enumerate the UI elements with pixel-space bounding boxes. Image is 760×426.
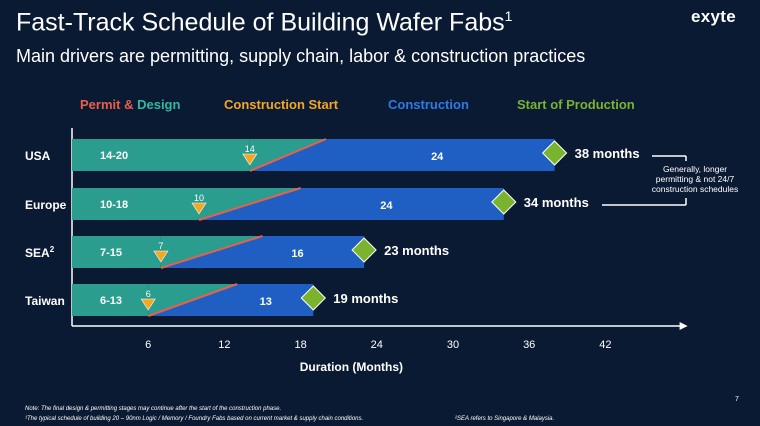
x-tick-label: 42 bbox=[599, 339, 611, 351]
category-label-sup: 2 bbox=[50, 245, 55, 254]
category-label: USA bbox=[25, 149, 51, 163]
construction-start-value: 10 bbox=[194, 193, 204, 203]
note-line: Note: The final design & permitting stag… bbox=[25, 406, 282, 412]
footnote-1: ¹The typical schedule of building 20 – 9… bbox=[25, 416, 364, 422]
x-axis-title: Duration (Months) bbox=[300, 360, 403, 374]
permit-range-label: 6-13 bbox=[100, 295, 122, 307]
page-number: 7 bbox=[735, 396, 739, 403]
category-label: Europe bbox=[25, 198, 67, 212]
annotation-text-line: construction schedules bbox=[652, 184, 738, 194]
category-label: Taiwan bbox=[25, 294, 65, 308]
legend-permit-word: Permit bbox=[80, 97, 121, 112]
legend-permit-design: Permit & Design bbox=[80, 97, 180, 112]
exyte-logo: exyte bbox=[691, 7, 736, 26]
construction-bar bbox=[249, 139, 555, 171]
construction-start-marker bbox=[191, 202, 207, 215]
design-permit-line bbox=[160, 235, 263, 269]
footnote-2: ²SEA refers to Singapore & Malaysia. bbox=[455, 416, 555, 422]
construction-bar bbox=[160, 236, 365, 268]
x-tick-label: 6 bbox=[145, 339, 151, 351]
annotation-text-line: permitting & not 24/7 bbox=[656, 174, 735, 184]
permit-range-label: 7-15 bbox=[100, 247, 122, 259]
permit-design-bar bbox=[72, 188, 199, 220]
permit-design-bar bbox=[72, 139, 250, 171]
legend-design-word: Design bbox=[137, 97, 180, 112]
legend-construction-start: Construction Start bbox=[224, 97, 339, 112]
design-permit-line bbox=[147, 283, 238, 317]
total-duration-label: 23 months bbox=[384, 243, 449, 258]
legend-amp: & bbox=[120, 97, 137, 112]
production-start-marker bbox=[351, 237, 377, 263]
annotation-text-line: Generally, longer bbox=[663, 164, 727, 174]
production-start-marker bbox=[541, 140, 568, 166]
construction-duration-label: 24 bbox=[431, 151, 444, 163]
construction-duration-label: 24 bbox=[380, 200, 393, 212]
x-tick-label: 36 bbox=[523, 339, 535, 351]
production-start-marker bbox=[491, 189, 517, 215]
design-permit-line bbox=[198, 187, 301, 221]
construction-start-marker bbox=[140, 298, 156, 311]
x-tick-label: 12 bbox=[218, 339, 230, 351]
legend-start-of-production: Start of Production bbox=[517, 97, 635, 112]
construction-bar bbox=[148, 284, 314, 316]
construction-duration-label: 13 bbox=[260, 296, 272, 308]
total-duration-label: 38 months bbox=[575, 146, 640, 161]
construction-start-value: 14 bbox=[245, 144, 255, 154]
permit-design-bar bbox=[72, 284, 149, 316]
production-start-marker bbox=[300, 285, 327, 311]
x-tick-label: 18 bbox=[294, 339, 306, 351]
permit-range-label: 10-18 bbox=[100, 199, 128, 211]
total-duration-label: 34 months bbox=[524, 195, 589, 210]
design-permit-line bbox=[249, 138, 327, 172]
construction-start-marker bbox=[242, 153, 258, 166]
x-axis-arrowhead bbox=[679, 322, 688, 330]
construction-start-marker bbox=[153, 250, 169, 263]
legend-construction: Construction bbox=[388, 97, 469, 112]
category-label: SEA2 bbox=[25, 245, 55, 260]
construction-start-value: 6 bbox=[146, 289, 151, 299]
total-duration-label: 19 months bbox=[333, 291, 398, 306]
permit-design-bar bbox=[72, 236, 161, 268]
slide-title: Fast-Track Schedule of Building Wafer Fa… bbox=[16, 8, 513, 37]
permit-range-label: 14-20 bbox=[100, 150, 128, 162]
construction-start-value: 7 bbox=[158, 241, 163, 251]
x-tick-label: 24 bbox=[371, 339, 383, 351]
slide-subtitle: Main drivers are permitting, supply chai… bbox=[16, 46, 586, 66]
construction-duration-label: 16 bbox=[291, 248, 303, 260]
x-tick-label: 30 bbox=[447, 339, 459, 351]
